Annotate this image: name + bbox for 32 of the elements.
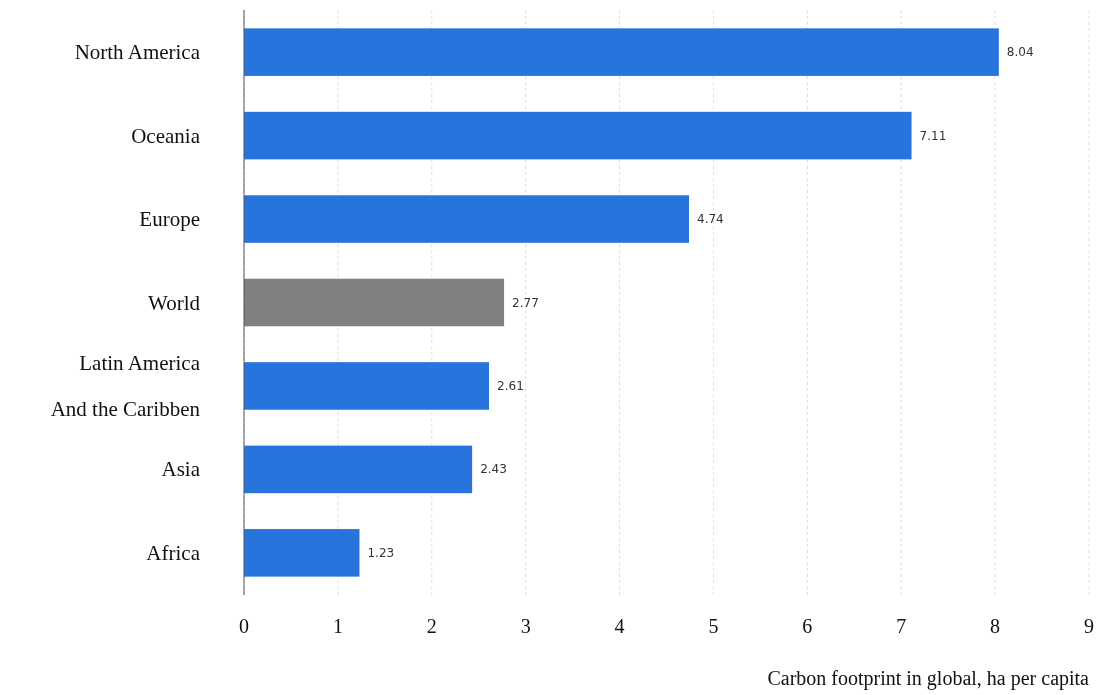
data-label: 8.04	[1006, 45, 1034, 60]
x-tick-label: 0	[239, 615, 249, 637]
y-tick-label: Europe	[139, 207, 200, 232]
y-tick-label: World	[148, 290, 201, 315]
y-tick-label: Oceania	[131, 123, 201, 148]
bar	[244, 362, 490, 410]
y-tick-label: Latin America And the Caribben	[50, 350, 201, 421]
data-label: 2.43	[480, 462, 507, 477]
data-label: 2.61	[497, 378, 524, 393]
data-label: 7.11	[919, 128, 947, 143]
x-tick-label: 5	[708, 615, 719, 637]
y-tick-label: North America	[74, 40, 201, 65]
x-axis-title: Carbon footprint in global, ha per capita	[767, 667, 1090, 690]
x-tick-label: 4	[614, 615, 625, 637]
y-tick-label: Asia	[161, 457, 201, 482]
x-tick-label: 8	[990, 615, 1001, 637]
data-label: 4.74	[697, 212, 724, 227]
bar	[244, 111, 912, 160]
bar	[244, 28, 999, 76]
x-tick-label: 1	[332, 615, 343, 637]
x-tick-label: 9	[1084, 615, 1094, 637]
x-tick-label: 7	[896, 615, 907, 637]
x-tick-label: 3	[520, 615, 531, 637]
data-label: 1.23	[367, 545, 395, 560]
data-label: 2.77	[512, 295, 539, 310]
x-tick-label: 6	[802, 615, 813, 637]
bar	[244, 529, 360, 577]
y-tick-label: Africa	[146, 540, 201, 565]
bar	[244, 445, 473, 494]
bar	[244, 278, 505, 327]
bar	[244, 195, 690, 243]
x-tick-label: 2	[426, 615, 437, 637]
